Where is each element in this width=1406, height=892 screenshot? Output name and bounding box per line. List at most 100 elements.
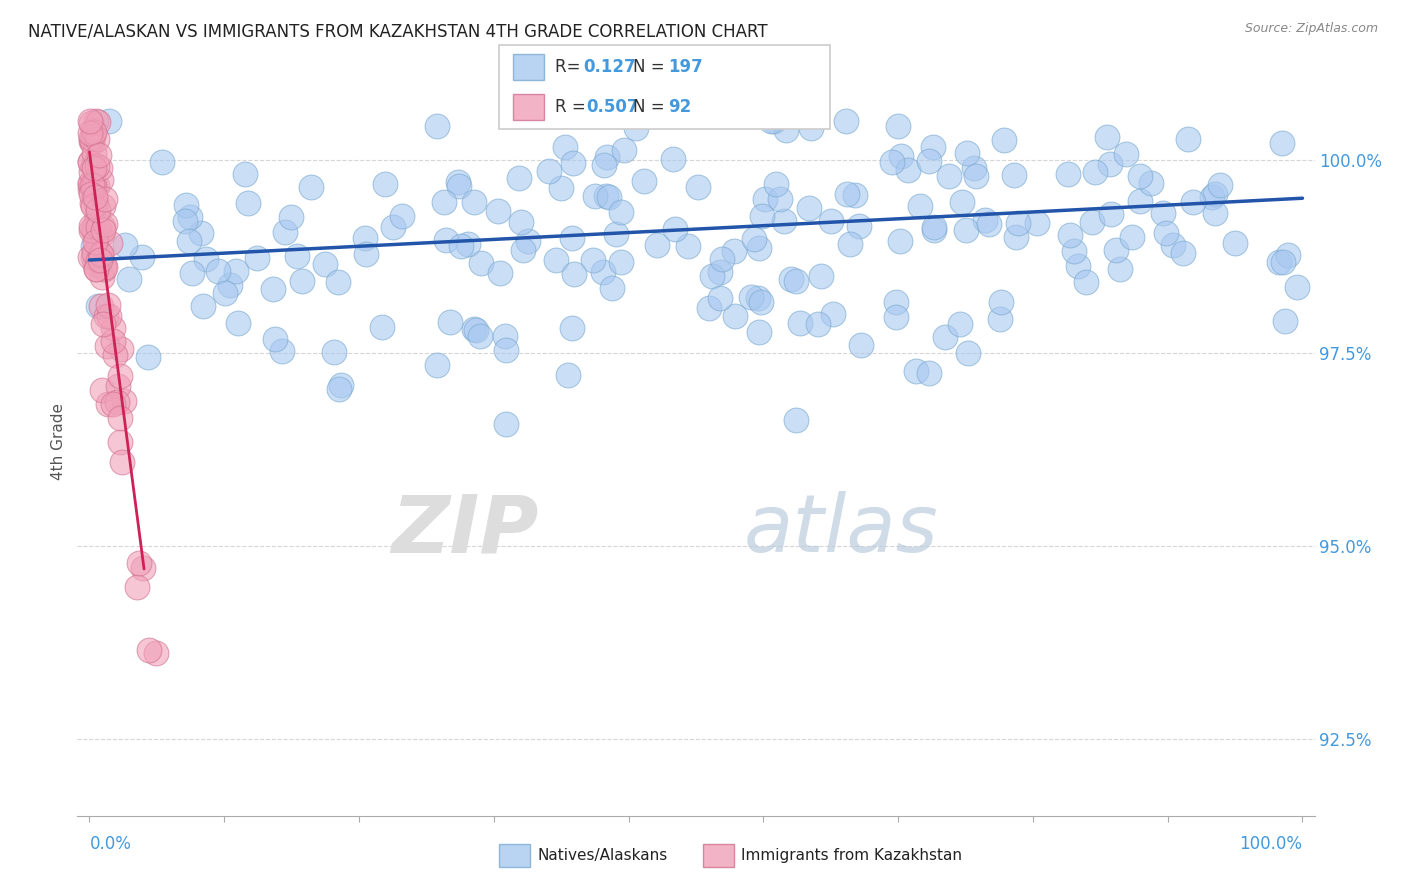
Point [82,250,104,264]
Point [235,167,257,181]
Point [1152,206,1174,220]
Point [557,368,579,383]
Point [1004,229,1026,244]
Point [789,316,811,330]
Point [82,199,104,213]
Point [1271,136,1294,150]
Point [709,265,731,279]
Point [613,143,636,157]
Point [79,182,101,196]
Point [1108,262,1130,277]
Point [922,139,945,153]
Point [96,338,118,352]
Point [79,164,101,178]
Point [330,377,353,392]
Point [84,231,107,245]
Point [554,140,576,154]
Point [101,397,124,411]
Point [107,378,129,392]
Point [780,272,803,286]
Point [1074,275,1097,289]
Point [449,179,471,194]
Point [181,267,204,281]
Point [1099,157,1122,171]
Point [91,227,114,241]
Point [87,115,110,129]
Point [785,413,807,427]
Point [748,241,770,255]
Point [1204,206,1226,220]
Point [1173,246,1195,260]
Point [897,163,920,178]
Point [1067,260,1090,274]
Point [91,219,114,234]
Point [94,192,117,206]
Point [538,164,561,178]
Point [810,268,832,283]
Point [610,255,633,269]
Point [934,330,956,344]
Point [754,192,776,206]
Point [645,238,668,252]
Point [90,248,112,262]
Point [79,250,101,264]
Point [582,253,605,268]
Point [1025,216,1047,230]
Point [1115,147,1137,161]
Point [512,243,534,257]
Point [82,178,104,193]
Point [84,114,107,128]
Point [225,263,247,277]
Point [82,195,104,210]
Point [583,188,606,202]
Point [326,275,349,289]
Point [886,295,908,310]
Point [84,196,107,211]
Point [82,181,104,195]
Point [145,646,167,660]
Point [96,397,118,411]
Point [517,234,540,248]
Point [889,235,911,249]
Point [98,235,121,250]
Text: 100.0%: 100.0% [1240,836,1302,854]
Point [709,291,731,305]
Point [83,161,105,175]
Text: 0.127: 0.127 [583,58,636,76]
Point [262,282,284,296]
Point [86,179,108,194]
Point [274,225,297,239]
Point [90,247,112,261]
Point [747,291,769,305]
Point [880,155,903,169]
Point [374,177,396,191]
Point [1097,130,1119,145]
Point [990,295,1012,310]
Point [91,383,114,397]
Point [1081,215,1104,229]
Point [117,272,139,286]
Point [87,147,110,161]
Point [598,190,620,204]
Point [918,366,941,380]
Point [494,328,516,343]
Point [821,307,844,321]
Point [723,309,745,323]
Point [110,411,132,425]
Point [489,266,512,280]
Point [105,395,128,409]
Point [280,210,302,224]
Text: 0.507: 0.507 [586,98,638,116]
Point [820,213,842,227]
Point [246,251,269,265]
Point [1161,238,1184,252]
Point [89,161,111,175]
Point [80,134,103,148]
Point [382,219,405,234]
Point [600,281,623,295]
Point [207,264,229,278]
Point [80,223,103,237]
Point [86,132,108,146]
Point [150,154,173,169]
Point [1182,194,1205,209]
